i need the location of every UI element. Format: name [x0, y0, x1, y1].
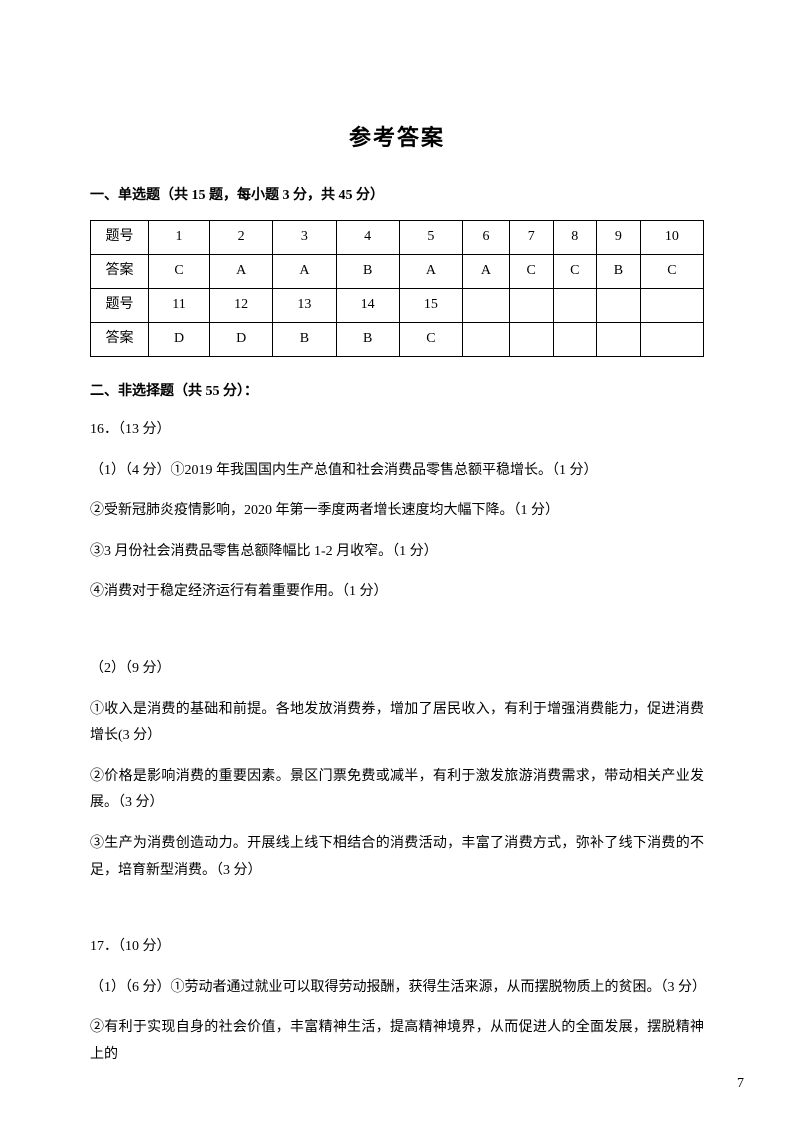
q16-p3: ③3 月份社会消费品零售总额降幅比 1-2 月收窄。（1 分）: [90, 539, 704, 566]
cell: [509, 288, 553, 322]
cell: 6: [463, 220, 510, 254]
cell: A: [463, 254, 510, 288]
cell: 11: [149, 288, 210, 322]
cell: [463, 288, 510, 322]
q16-sub2: （2）（9 分）: [90, 656, 704, 683]
cell: 12: [210, 288, 273, 322]
cell: 4: [336, 220, 399, 254]
cell: 9: [597, 220, 641, 254]
row-label: 题号: [91, 220, 149, 254]
q17-head: 17．（10 分）: [90, 934, 704, 961]
cell: [597, 322, 641, 356]
q17-p2: ②有利于实现自身的社会价值，丰富精神生活，提高精神境界，从而促进人的全面发展，摆…: [90, 1015, 704, 1068]
cell: 13: [273, 288, 336, 322]
cell: 3: [273, 220, 336, 254]
row-label: 答案: [91, 254, 149, 288]
cell: 7: [509, 220, 553, 254]
cell: 8: [553, 220, 597, 254]
q17-p1: （1）（6 分）①劳动者通过就业可以取得劳动报酬，获得生活来源，从而摆脱物质上的…: [90, 975, 704, 1002]
q16-p7: ③生产为消费创造动力。开展线上线下相结合的消费活动，丰富了消费方式，弥补了线下消…: [90, 831, 704, 884]
section1-heading: 一、单选题（共 15 题，每小题 3 分，共 45 分）: [90, 185, 704, 207]
table-row: 答案 D D B B C: [91, 322, 704, 356]
cell: C: [149, 254, 210, 288]
cell: 5: [399, 220, 462, 254]
row-label: 题号: [91, 288, 149, 322]
cell: 14: [336, 288, 399, 322]
cell: [463, 322, 510, 356]
page-number: 7: [737, 1073, 744, 1095]
cell: B: [597, 254, 641, 288]
cell: C: [640, 254, 703, 288]
cell: B: [336, 254, 399, 288]
q16-head: 16．（13 分）: [90, 417, 704, 444]
cell: C: [553, 254, 597, 288]
cell: 10: [640, 220, 703, 254]
cell: C: [509, 254, 553, 288]
cell: [509, 322, 553, 356]
cell: 15: [399, 288, 462, 322]
cell: [553, 288, 597, 322]
table-row: 答案 C A A B A A C C B C: [91, 254, 704, 288]
row-label: 答案: [91, 322, 149, 356]
cell: B: [273, 322, 336, 356]
cell: A: [399, 254, 462, 288]
table-row: 题号 1 2 3 4 5 6 7 8 9 10: [91, 220, 704, 254]
q16-p4: ④消费对于稳定经济运行有着重要作用。（1 分）: [90, 579, 704, 606]
section2-heading: 二、非选择题（共 55 分）：: [90, 381, 704, 403]
cell: [597, 288, 641, 322]
cell: [640, 288, 703, 322]
q16-p1: （1）（4 分）①2019 年我国国内生产总值和社会消费品零售总额平稳增长。（1…: [90, 458, 704, 485]
cell: B: [336, 322, 399, 356]
q16-p6: ②价格是影响消费的重要因素。景区门票免费或减半，有利于激发旅游消费需求，带动相关…: [90, 764, 704, 817]
cell: [553, 322, 597, 356]
table-row: 题号 11 12 13 14 15: [91, 288, 704, 322]
cell: 2: [210, 220, 273, 254]
cell: A: [273, 254, 336, 288]
cell: D: [149, 322, 210, 356]
cell: [640, 322, 703, 356]
q16-p2: ②受新冠肺炎疫情影响，2020 年第一季度两者增长速度均大幅下降。（1 分）: [90, 498, 704, 525]
q16-p5: ①收入是消费的基础和前提。各地发放消费券，增加了居民收入，有利于增强消费能力，促…: [90, 697, 704, 750]
page-title: 参考答案: [90, 120, 704, 155]
cell: C: [399, 322, 462, 356]
cell: D: [210, 322, 273, 356]
cell: 1: [149, 220, 210, 254]
answer-table: 题号 1 2 3 4 5 6 7 8 9 10 答案 C A A B A A C…: [90, 220, 704, 357]
cell: A: [210, 254, 273, 288]
